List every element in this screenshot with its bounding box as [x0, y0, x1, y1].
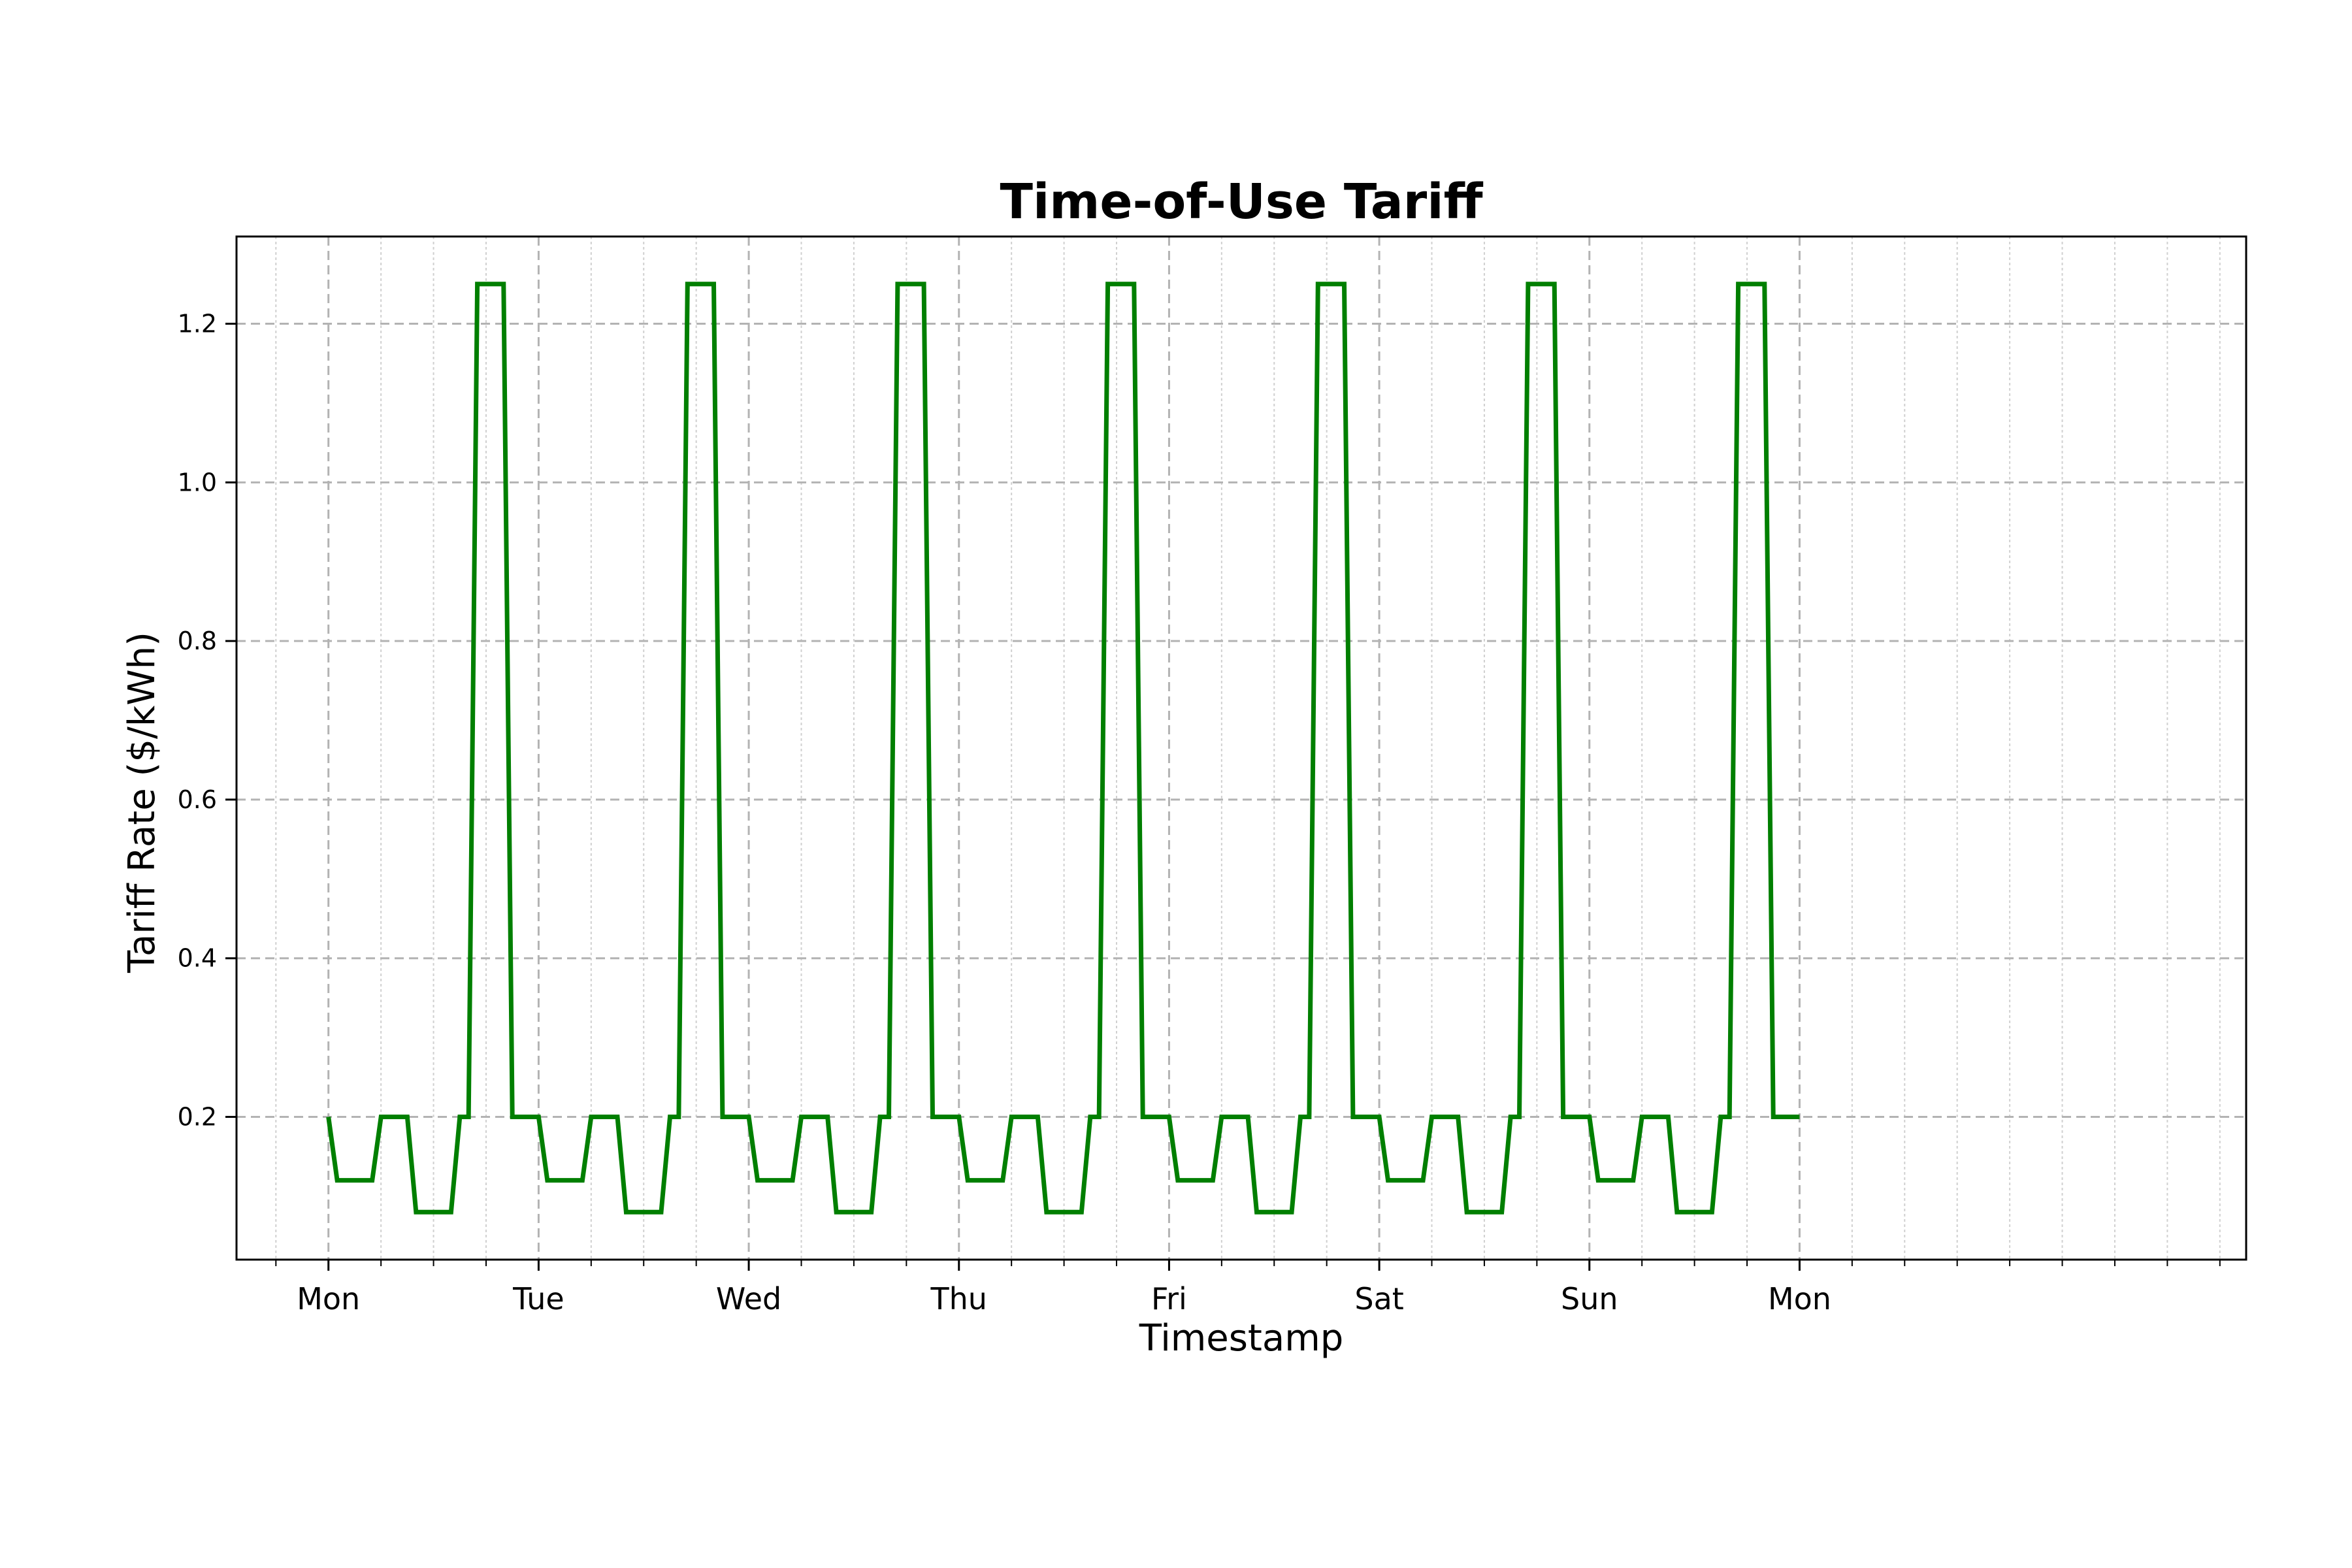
y-axis-label: Tariff Rate ($/kWh) — [121, 632, 163, 973]
chart-title: Time-of-Use Tariff — [1000, 174, 1483, 230]
y-tick-label: 1.2 — [178, 310, 217, 338]
x-tick-label: Wed — [716, 1281, 781, 1316]
x-tick-label: Sun — [1561, 1281, 1618, 1316]
x-tick-label: Fri — [1151, 1281, 1187, 1316]
x-tick-label: Sat — [1354, 1281, 1403, 1316]
grid — [237, 237, 2246, 1260]
y-tick-label: 0.4 — [178, 944, 217, 973]
x-tick-label: Mon — [297, 1281, 360, 1316]
x-axis-label: Timestamp — [1139, 1317, 1344, 1360]
y-tick-label: 0.2 — [178, 1102, 217, 1131]
ticks: Mon Tue Wed Thu Fri Sat Sun Mon 0.2 0.4 0.6 0.8 1.0 1… — [178, 310, 2221, 1316]
y-tick-label: 1.0 — [178, 468, 217, 497]
x-tick-label: Thu — [930, 1281, 987, 1316]
plot-area-frame — [235, 235, 2247, 1261]
series — [326, 282, 1800, 1215]
tariff-rate-line — [326, 282, 1800, 1215]
x-tick-label: Tue — [512, 1281, 564, 1316]
x-tick-label: Mon — [1768, 1281, 1831, 1316]
y-tick-label: 0.6 — [178, 785, 217, 814]
y-tick-label: 0.8 — [178, 627, 217, 655]
